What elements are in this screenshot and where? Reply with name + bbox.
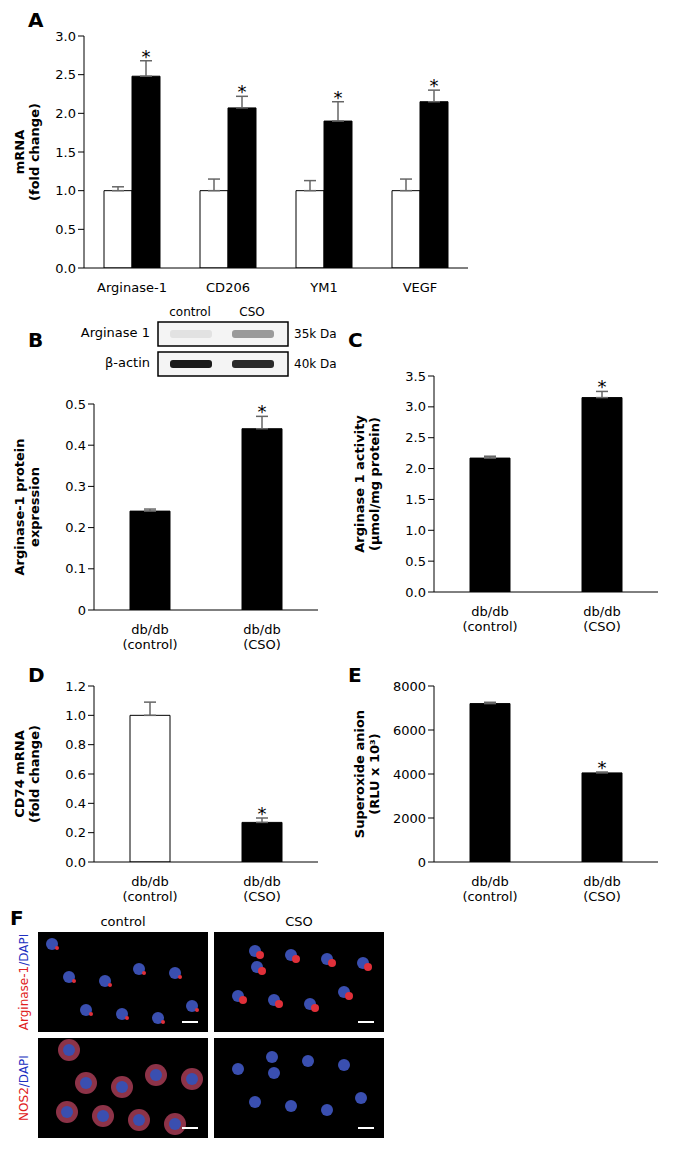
svg-text:Arginase-1/DAPI: Arginase-1/DAPI	[17, 934, 31, 1031]
svg-text:db/db(CSO): db/db(CSO)	[243, 874, 281, 904]
svg-text:0.1: 0.1	[65, 561, 86, 576]
svg-text:Arginase-1 proteinexpression: Arginase-1 proteinexpression	[12, 438, 42, 575]
svg-text:CD206: CD206	[206, 280, 250, 295]
svg-text:2.0: 2.0	[405, 461, 426, 476]
html-text:A: A	[28, 8, 44, 32]
svg-text:CD74 mRNA(fold change): CD74 mRNA(fold change)	[12, 725, 42, 823]
svg-text:1.0: 1.0	[55, 183, 76, 198]
svg-text:control: control	[169, 305, 211, 319]
svg-text:NOS2/DAPI: NOS2/DAPI	[17, 1055, 31, 1121]
svg-text:*: *	[598, 376, 607, 397]
svg-text:*: *	[334, 87, 343, 108]
svg-text:0.8: 0.8	[65, 737, 86, 752]
html-text:E: E	[348, 663, 362, 687]
svg-text:YM1: YM1	[309, 280, 337, 295]
svg-text:*: *	[430, 75, 439, 96]
html-text:F: F	[10, 906, 24, 930]
svg-text:db/db(CSO): db/db(CSO)	[583, 874, 621, 904]
svg-text:3.0: 3.0	[55, 29, 76, 44]
html-text:CSO: CSO	[285, 914, 313, 929]
svg-text:Arginase 1 activity(μmol/mg pr: Arginase 1 activity(μmol/mg protein)	[352, 415, 382, 553]
svg-text:1.5: 1.5	[405, 492, 426, 507]
svg-text:db/db(control): db/db(control)	[462, 604, 517, 634]
svg-text:2000: 2000	[393, 811, 426, 826]
svg-text:1.0: 1.0	[405, 523, 426, 538]
svg-text:0: 0	[418, 855, 426, 870]
svg-text:1.2: 1.2	[65, 679, 86, 694]
svg-text:db/db(control): db/db(control)	[122, 874, 177, 904]
svg-text:0: 0	[78, 603, 86, 618]
svg-text:*: *	[258, 401, 267, 422]
html-text:D: D	[28, 663, 45, 687]
html-text:control: control	[100, 914, 146, 929]
svg-text:2.5: 2.5	[405, 430, 426, 445]
svg-text:1.0: 1.0	[65, 708, 86, 723]
svg-text:db/db(control): db/db(control)	[122, 622, 177, 652]
svg-text:VEGF: VEGF	[403, 280, 438, 295]
svg-text:6000: 6000	[393, 723, 426, 738]
svg-text:0.6: 0.6	[65, 767, 86, 782]
svg-text:*: *	[238, 81, 247, 102]
svg-text:0.5: 0.5	[55, 222, 76, 237]
html-text:C: C	[348, 328, 363, 352]
svg-text:0.5: 0.5	[65, 397, 86, 412]
svg-text:35k Da: 35k Da	[294, 327, 337, 341]
svg-text:*: *	[598, 757, 607, 778]
svg-text:*: *	[258, 803, 267, 824]
svg-text:3.5: 3.5	[405, 369, 426, 384]
svg-text:db/db(CSO): db/db(CSO)	[243, 622, 281, 652]
svg-text:Arginase-1: Arginase-1	[97, 280, 167, 295]
svg-text:0.4: 0.4	[65, 438, 86, 453]
svg-text:*: *	[142, 46, 151, 67]
svg-text:CSO: CSO	[239, 305, 264, 319]
svg-text:0.0: 0.0	[405, 585, 426, 600]
svg-text:0.0: 0.0	[65, 855, 86, 870]
svg-text:3.0: 3.0	[405, 399, 426, 414]
svg-text:0.2: 0.2	[65, 825, 86, 840]
svg-text:db/db(CSO): db/db(CSO)	[583, 604, 621, 634]
svg-text:2.0: 2.0	[55, 106, 76, 121]
svg-text:0.0: 0.0	[55, 261, 76, 276]
svg-text:Superoxide anion(RLU x 10³): Superoxide anion(RLU x 10³)	[352, 710, 382, 838]
html-text:B: B	[28, 328, 44, 352]
svg-text:0.5: 0.5	[405, 554, 426, 569]
svg-text:1.5: 1.5	[55, 145, 76, 160]
svg-text:db/db(control): db/db(control)	[462, 874, 517, 904]
svg-text:2.5: 2.5	[55, 67, 76, 82]
svg-text:40k Da: 40k Da	[294, 357, 337, 371]
svg-text:0.4: 0.4	[65, 796, 86, 811]
svg-text:mRNA(fold change): mRNA(fold change)	[12, 103, 42, 201]
svg-text:0.3: 0.3	[65, 479, 86, 494]
svg-text:8000: 8000	[393, 679, 426, 694]
svg-text:Arginase 1: Arginase 1	[81, 325, 150, 340]
svg-text:4000: 4000	[393, 767, 426, 782]
svg-text:β-actin: β-actin	[105, 355, 150, 370]
svg-text:0.2: 0.2	[65, 520, 86, 535]
